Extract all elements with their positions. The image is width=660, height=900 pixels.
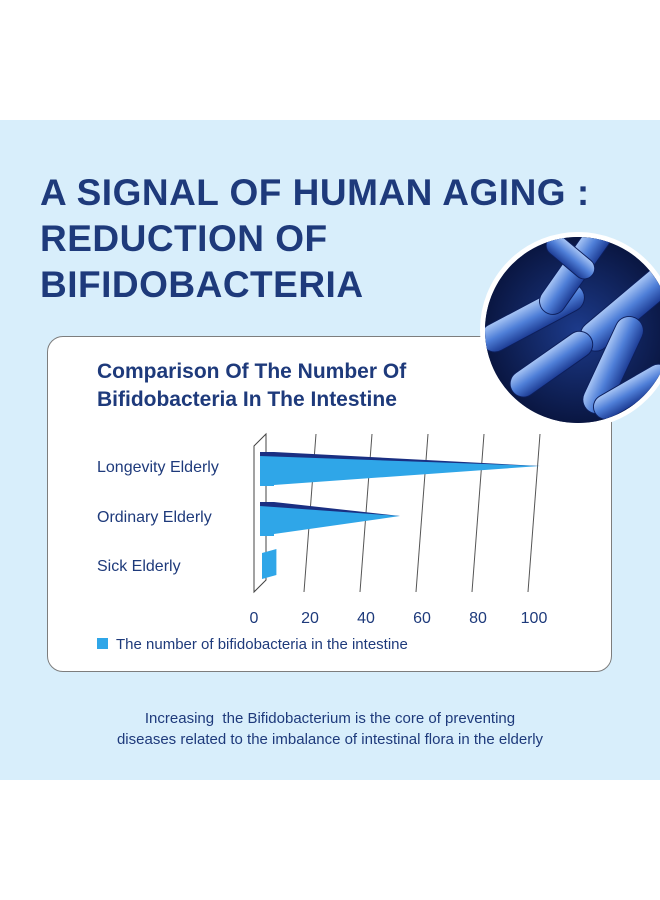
bar-base bbox=[260, 458, 274, 486]
bacteria-illustration bbox=[485, 237, 660, 423]
category-label: Sick Elderly bbox=[97, 558, 181, 575]
bar bbox=[260, 456, 540, 486]
chart-title: Comparison Of The Number Of Bifidobacter… bbox=[97, 358, 477, 414]
title-line-1: A SIGNAL OF HUMAN AGING : bbox=[40, 172, 590, 213]
gridline bbox=[415, 433, 429, 593]
category-label: Ordinary Elderly bbox=[97, 509, 212, 526]
title-line-3: BIFIDOBACTERIA bbox=[40, 264, 364, 305]
footer-caption: Increasing the Bifidobacterium is the co… bbox=[30, 708, 630, 750]
x-tick-label: 0 bbox=[250, 610, 259, 627]
bar-base bbox=[260, 508, 274, 536]
x-tick-label: 100 bbox=[521, 610, 548, 627]
bar bbox=[260, 506, 400, 536]
legend-label: The number of bifidobacteria in the inte… bbox=[116, 636, 408, 653]
bacteria-micrograph-image bbox=[480, 232, 660, 428]
title-line-2: REDUCTION OF bbox=[40, 218, 328, 259]
chart-title-line-2: Bifidobacteria In The Intestine bbox=[97, 388, 397, 411]
x-tick-label: 20 bbox=[301, 610, 319, 627]
x-tick-label: 40 bbox=[357, 610, 375, 627]
legend-swatch bbox=[97, 638, 108, 649]
footer-line-1: Increasing the Bifidobacterium is the co… bbox=[144, 710, 516, 727]
page-title: A SIGNAL OF HUMAN AGING : REDUCTION OF B… bbox=[40, 170, 600, 308]
chart-title-line-1: Comparison Of The Number Of bbox=[97, 360, 407, 383]
category-label: Longevity Elderly bbox=[97, 459, 219, 476]
x-tick-label: 80 bbox=[469, 610, 487, 627]
bar bbox=[262, 549, 277, 579]
x-tick-label: 60 bbox=[413, 610, 431, 627]
gridline bbox=[471, 433, 485, 593]
footer-line-2: diseases related to the imbalance of int… bbox=[116, 731, 544, 748]
gridline bbox=[527, 433, 541, 593]
axis-frame bbox=[253, 432, 267, 594]
